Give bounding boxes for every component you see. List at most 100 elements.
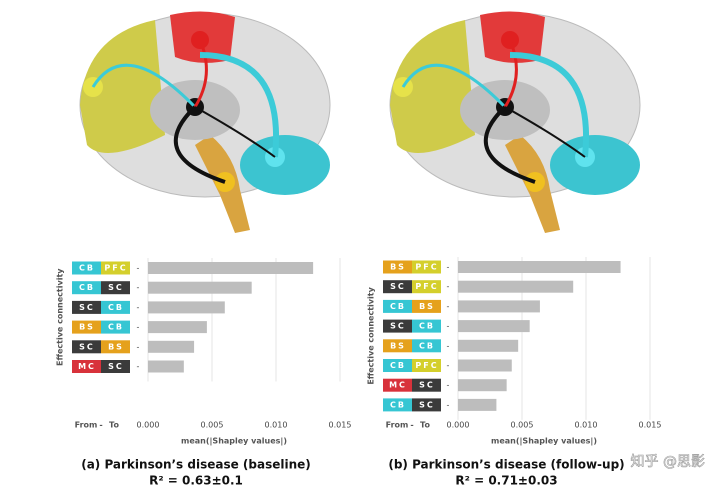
- region-label: BS: [419, 302, 435, 311]
- to-label: To: [109, 421, 119, 430]
- region-label: CB: [108, 303, 124, 312]
- region-box: [412, 280, 441, 294]
- x-tick-label: 0.000: [447, 421, 470, 430]
- region-box: [383, 260, 412, 274]
- separator: -: [447, 263, 450, 272]
- region-label: SC: [390, 282, 406, 291]
- region-label: BS: [390, 341, 406, 350]
- separator: -: [137, 342, 140, 351]
- x-tick-label: 0.005: [511, 421, 534, 430]
- region-box: [101, 360, 130, 373]
- from-to-separator: -: [99, 421, 102, 430]
- region-box: [101, 340, 130, 354]
- region-label: PFC: [104, 264, 127, 273]
- bar: [148, 301, 225, 314]
- separator: -: [137, 323, 140, 332]
- region-label: SC: [108, 362, 124, 371]
- region-box: [412, 378, 441, 392]
- separator: -: [447, 282, 450, 291]
- x-tick-label: 0.010: [265, 421, 288, 430]
- x-tick-label: 0.015: [329, 421, 352, 430]
- region-label: CB: [390, 361, 406, 370]
- x-axis-title: mean(|Shapley values|): [491, 437, 597, 446]
- bar: [458, 359, 512, 372]
- region-box: [383, 280, 412, 294]
- watermark: 知乎 @思影: [631, 453, 705, 470]
- region-box: [412, 359, 441, 372]
- region-box: [72, 360, 101, 373]
- region-label: SC: [419, 400, 435, 409]
- region-label: PFC: [415, 282, 438, 291]
- x-tick-label: 0.015: [639, 421, 662, 430]
- r-squared: R² = 0.63±0.1: [149, 474, 243, 488]
- region-label: MC: [389, 381, 407, 390]
- y-axis-title: Effective connectivity: [367, 286, 376, 384]
- region-label: BS: [390, 263, 406, 272]
- bar: [148, 360, 184, 373]
- region-label: CB: [419, 341, 435, 350]
- region-label: BS: [108, 342, 124, 351]
- separator: -: [137, 283, 140, 292]
- region-box: [383, 378, 412, 392]
- region-box: [383, 319, 412, 333]
- region-box: [412, 398, 441, 412]
- to-label: To: [420, 421, 430, 430]
- from-label: From: [386, 421, 409, 430]
- region-box: [412, 260, 441, 274]
- region-box: [101, 320, 130, 334]
- region-box: [101, 300, 130, 314]
- bar: [458, 261, 621, 273]
- region-box: [412, 339, 441, 353]
- r-squared: R² = 0.71±0.03: [455, 474, 557, 488]
- bar: [148, 262, 314, 274]
- brain-illustration: [80, 11, 330, 233]
- bar: [148, 321, 207, 334]
- region-label: SC: [79, 342, 95, 351]
- region-label: CB: [79, 264, 95, 273]
- brain-illustration: [390, 11, 640, 233]
- bar: [458, 320, 530, 333]
- region-label: CB: [108, 323, 124, 332]
- region-box: [72, 320, 101, 334]
- region-box: [101, 261, 130, 275]
- region-label: SC: [79, 303, 95, 312]
- x-tick-label: 0.000: [137, 421, 160, 430]
- region-label: CB: [390, 400, 406, 409]
- x-axis-title: mean(|Shapley values|): [181, 437, 287, 446]
- y-axis-title: Effective connectivity: [56, 268, 65, 366]
- bar: [458, 398, 497, 411]
- caption: (b) Parkinson’s disease (follow-up): [388, 458, 624, 472]
- region-box: [412, 319, 441, 333]
- region-box: [72, 281, 101, 295]
- separator: -: [137, 362, 140, 371]
- region-label: SC: [390, 322, 406, 331]
- separator: -: [447, 302, 450, 311]
- region-box: [72, 300, 101, 314]
- region-box: [383, 359, 412, 372]
- separator: -: [447, 381, 450, 390]
- region-label: BS: [79, 323, 95, 332]
- region-label: PFC: [415, 361, 438, 370]
- region-box: [72, 261, 101, 275]
- region-label: CB: [390, 302, 406, 311]
- region-label: SC: [108, 283, 124, 292]
- region-label: MC: [78, 362, 96, 371]
- region-box: [101, 281, 130, 295]
- region-label: SC: [419, 381, 435, 390]
- from-label: From: [75, 421, 98, 430]
- separator: -: [447, 361, 450, 370]
- separator: -: [447, 322, 450, 331]
- separator: -: [447, 341, 450, 350]
- bar: [148, 281, 252, 294]
- region-label: CB: [79, 283, 95, 292]
- from-to-separator: -: [410, 421, 413, 430]
- caption: (a) Parkinson’s disease (baseline): [81, 458, 311, 472]
- separator: -: [137, 264, 140, 273]
- bar: [458, 339, 519, 352]
- x-tick-label: 0.010: [575, 421, 598, 430]
- bar: [458, 280, 574, 293]
- region-box: [383, 398, 412, 412]
- bar: [458, 300, 540, 313]
- region-box: [72, 340, 101, 354]
